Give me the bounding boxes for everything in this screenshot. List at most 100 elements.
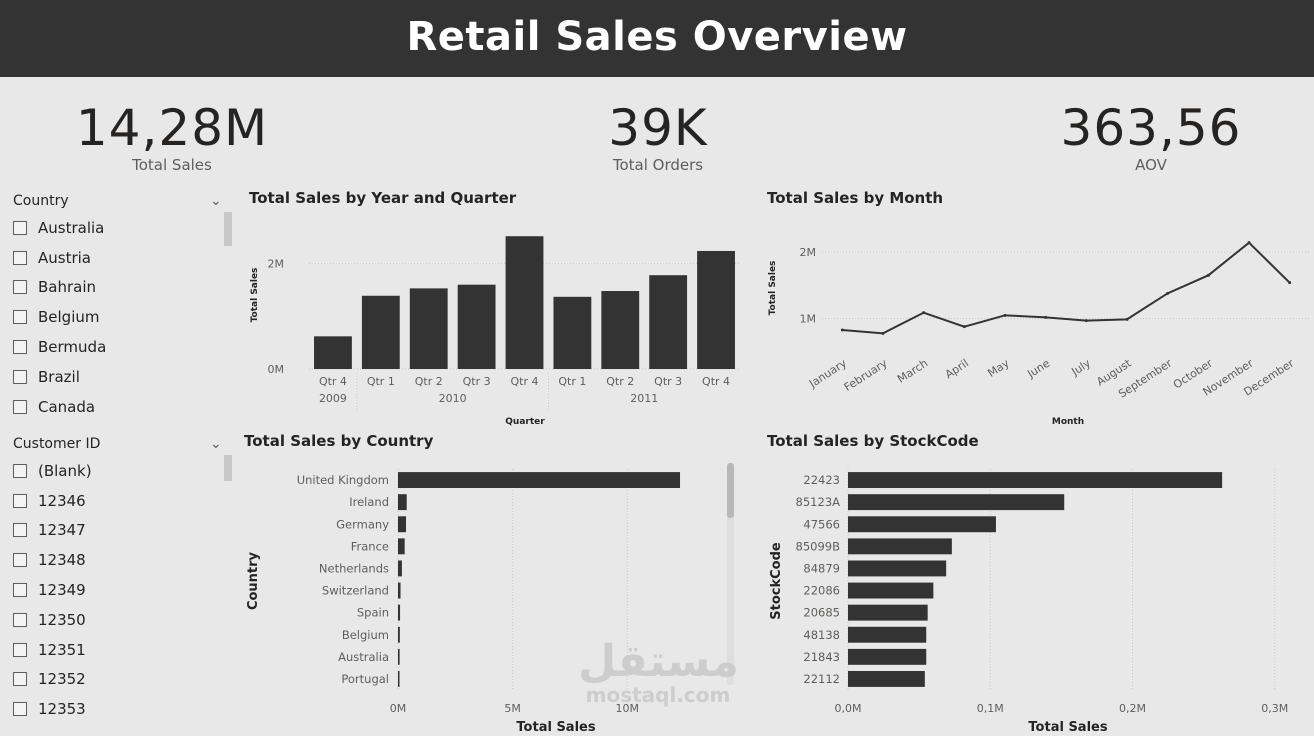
checkbox-icon[interactable]	[13, 583, 27, 598]
quarter-x-tick-label: Qtr 2	[606, 375, 634, 388]
checkbox-icon[interactable]	[13, 399, 27, 414]
country-option-label: Canada	[38, 397, 96, 416]
country-x-tick-label: 0M	[390, 702, 407, 715]
report-title: Retail Sales Overview	[406, 14, 908, 60]
chevron-down-icon[interactable]: ⌄	[210, 193, 222, 209]
customer-option[interactable]: (Blank)	[13, 456, 92, 486]
checkbox-icon[interactable]	[13, 702, 27, 717]
stockcode-chart-title: Total Sales by StockCode	[767, 432, 979, 450]
country-y-axis-title: Country	[246, 551, 261, 610]
month-x-tick-label: June	[1024, 356, 1052, 381]
customer-id-slicer[interactable]: Customer ID ⌄ (Blank) 12346 12347 12348 …	[0, 436, 235, 736]
customer-option[interactable]: 12353	[13, 694, 92, 724]
checkbox-icon[interactable]	[13, 280, 27, 295]
country-category-label: Australia	[338, 650, 389, 664]
customer-option[interactable]: 12347	[13, 516, 92, 546]
country-x-tick-label: 10M	[616, 702, 640, 715]
checkbox-icon[interactable]	[13, 310, 27, 325]
kpi-total-orders[interactable]: 39K Total Orders	[528, 100, 788, 174]
quarter-year-label: 2009	[319, 392, 347, 405]
stockcode-category-label: 21843	[803, 650, 840, 664]
country-chart-title: Total Sales by Country	[244, 432, 434, 450]
customer-id-slicer-scrollbar[interactable]	[224, 455, 232, 481]
month-point	[962, 325, 966, 329]
month-point	[1206, 273, 1210, 277]
country-option-label: Belgium	[38, 308, 100, 327]
customer-option[interactable]: 12351	[13, 635, 92, 665]
quarter-bar	[409, 288, 448, 369]
kpi-total-orders-label: Total Orders	[612, 156, 704, 174]
month-x-tick-label: July	[1068, 356, 1093, 378]
stockcode-bar	[848, 494, 1065, 511]
customer-option-label: 12353	[38, 700, 86, 719]
month-chart-title: Total Sales by Month	[767, 189, 944, 207]
country-slicer-scrollbar[interactable]	[224, 212, 232, 246]
quarter-x-tick-label: Qtr 4	[511, 375, 539, 388]
month-x-tick-label: September	[1116, 356, 1174, 400]
country-slicer-title: Country	[13, 193, 69, 209]
customer-option[interactable]: 12346	[13, 486, 92, 516]
kpi-aov[interactable]: 363,56 AOV	[1021, 100, 1281, 174]
stockcode-category-label: 47566	[803, 517, 840, 531]
month-x-tick-label: December	[1241, 356, 1296, 398]
checkbox-icon[interactable]	[13, 612, 27, 627]
country-option[interactable]: Canada	[13, 392, 106, 422]
watermark-latin: mostaql.com	[585, 683, 731, 707]
stockcode-category-label: 48138	[803, 628, 840, 642]
checkbox-icon[interactable]	[13, 553, 27, 568]
checkbox-icon[interactable]	[13, 493, 27, 508]
quarter-x-tick-label: Qtr 1	[558, 375, 586, 388]
customer-id-slicer-title: Customer ID	[13, 436, 101, 452]
country-category-label: Spain	[357, 606, 389, 620]
country-bar	[398, 604, 401, 621]
country-x-tick-label: 5M	[504, 702, 521, 715]
customer-option[interactable]: 12350	[13, 605, 92, 635]
stockcode-bar	[848, 670, 925, 687]
chevron-down-icon[interactable]: ⌄	[210, 436, 222, 452]
checkbox-icon[interactable]	[13, 250, 27, 265]
month-point	[1166, 291, 1170, 295]
customer-option[interactable]: 12352	[13, 665, 92, 695]
checkbox-icon[interactable]	[13, 523, 27, 538]
stockcode-x-tick-label: 0,2M	[1119, 702, 1146, 715]
customer-option[interactable]: 12348	[13, 545, 92, 575]
checkbox-icon[interactable]	[13, 642, 27, 657]
month-point	[1044, 315, 1048, 319]
checkbox-icon[interactable]	[13, 340, 27, 355]
checkbox-icon[interactable]	[13, 672, 27, 687]
month-point	[922, 311, 926, 315]
month-point	[840, 328, 844, 332]
month-x-axis-title: Month	[1052, 417, 1084, 427]
country-option[interactable]: Australia	[13, 213, 106, 243]
country-chart-scrollbar-thumb[interactable]	[727, 463, 734, 518]
country-option[interactable]: Brazil	[13, 362, 106, 392]
checkbox-icon[interactable]	[13, 463, 27, 478]
quarter-year-label: 2011	[630, 392, 658, 405]
country-option[interactable]: Bermuda	[13, 332, 106, 362]
country-slicer[interactable]: Country ⌄ Australia Austria Bahrain Belg…	[0, 193, 235, 423]
country-chart-scrollbar-track[interactable]	[727, 463, 734, 685]
country-category-label: France	[351, 539, 389, 553]
stockcode-bar	[848, 516, 996, 533]
country-category-label: Ireland	[349, 495, 389, 509]
customer-option[interactable]: 12349	[13, 575, 92, 605]
country-option[interactable]: Austria	[13, 243, 106, 273]
kpi-total-sales[interactable]: 14,28M Total Sales	[42, 100, 302, 174]
customer-option-label: 12346	[38, 491, 86, 510]
country-bar	[398, 494, 407, 511]
checkbox-icon[interactable]	[13, 369, 27, 384]
country-category-label: Switzerland	[322, 584, 389, 598]
stockcode-bar	[848, 560, 947, 577]
month-x-tick-label: August	[1094, 356, 1134, 388]
stockcode-category-label: 22423	[803, 473, 840, 487]
country-option[interactable]: Bahrain	[13, 273, 106, 303]
stockcode-category-label: 22112	[803, 672, 840, 686]
country-option[interactable]: Belgium	[13, 302, 106, 332]
customer-option-label: 12348	[38, 551, 86, 570]
checkbox-icon[interactable]	[13, 220, 27, 235]
stockcode-category-label: 22086	[803, 584, 840, 598]
country-option-label: Bahrain	[38, 278, 97, 297]
stockcode-bar	[848, 582, 934, 599]
stockcode-bar	[848, 472, 1223, 489]
country-bar	[398, 472, 681, 489]
